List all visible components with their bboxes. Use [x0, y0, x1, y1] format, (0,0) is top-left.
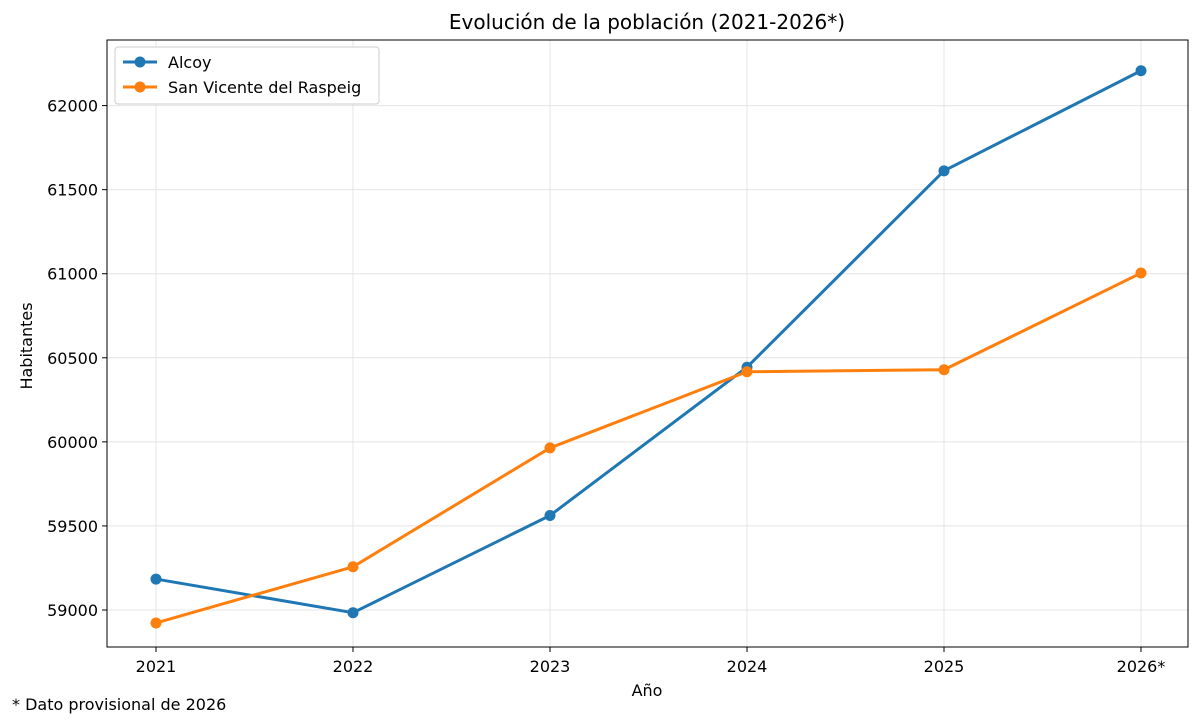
y-tick-label: 60000: [47, 433, 98, 452]
y-tick-label: 61500: [47, 181, 98, 200]
data-point-series-1: [938, 364, 950, 376]
y-tick-label: 59500: [47, 517, 98, 536]
y-tick-label: 59000: [47, 601, 98, 620]
y-axis-label: Habitantes: [17, 302, 36, 389]
footnote: * Dato provisional de 2026: [12, 695, 227, 714]
data-point-series-0: [938, 165, 950, 177]
x-axis-ticks: 2021 2022 2023 2024 2025 2026*: [136, 647, 1166, 676]
chart-title: Evolución de la población (2021-2026*): [449, 10, 845, 34]
x-axis-label: Año: [632, 681, 663, 700]
data-point-series-0: [544, 510, 556, 522]
legend-label-san-vicente: San Vicente del Raspeig: [168, 78, 361, 97]
x-tick-label: 2024: [727, 657, 768, 676]
y-axis-ticks: 59000 59500 60000 60500 61000 61500 62000: [47, 97, 107, 620]
legend-marker-san-vicente: [134, 81, 146, 93]
plot-area-frame: [106, 39, 1189, 648]
y-tick-label: 60500: [47, 349, 98, 368]
x-tick-label: 2021: [136, 657, 177, 676]
data-point-series-1: [1135, 267, 1147, 279]
data-point-series-1: [150, 617, 162, 629]
y-tick-label: 62000: [47, 97, 98, 116]
series-layer: [150, 65, 1147, 629]
x-tick-label: 2023: [530, 657, 571, 676]
x-tick-label: 2022: [333, 657, 374, 676]
series-line-1: [155, 271, 1142, 625]
data-point-series-0: [347, 607, 359, 619]
legend-marker-alcoy: [134, 56, 146, 68]
legend-label-alcoy: Alcoy: [168, 53, 211, 72]
legend: Alcoy San Vicente del Raspeig: [114, 46, 380, 105]
data-point-series-0: [1135, 65, 1147, 77]
y-tick-label: 61000: [47, 265, 98, 284]
series-line-0: [155, 69, 1142, 615]
data-point-series-1: [741, 366, 753, 378]
grid: [107, 40, 1188, 647]
x-tick-label: 2026*: [1117, 657, 1166, 676]
legend-frame: [114, 46, 380, 105]
data-point-series-1: [544, 442, 556, 454]
x-tick-label: 2025: [924, 657, 965, 676]
data-point-series-1: [347, 561, 359, 573]
data-point-series-0: [150, 573, 162, 585]
